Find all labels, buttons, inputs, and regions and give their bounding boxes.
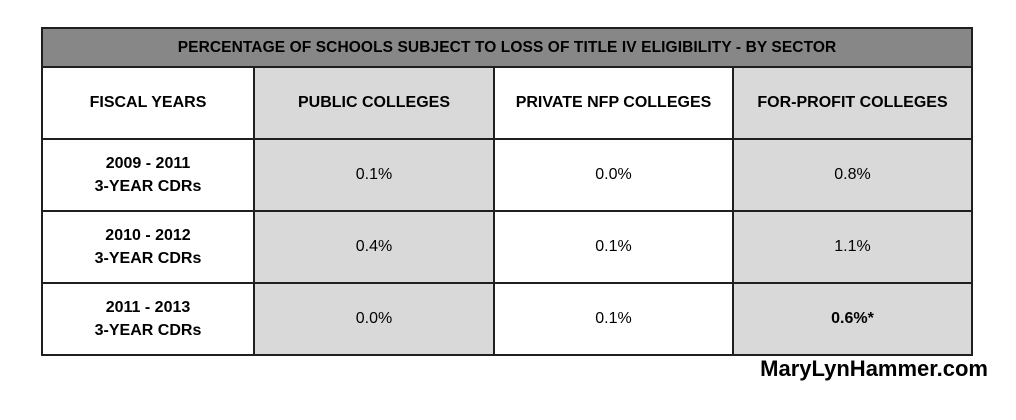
year-note: 3-YEAR CDRs — [94, 322, 202, 339]
for-profit-value-highlighted: 0.6%* — [731, 282, 974, 356]
year-range: 2009 - 2011 — [105, 155, 191, 172]
title-iv-eligibility-table: PERCENTAGE OF SCHOOLS SUBJECT TO LOSS OF… — [40, 27, 974, 356]
table-row: 2011 - 2013 3-YEAR CDRs 0.0% 0.1% 0.6%* — [41, 282, 974, 356]
year-range: 2011 - 2013 — [105, 299, 191, 316]
year-note: 3-YEAR CDRs — [94, 250, 202, 267]
public-value: 0.4% — [253, 210, 495, 284]
table-title: PERCENTAGE OF SCHOOLS SUBJECT TO LOSS OF… — [40, 27, 974, 68]
table-title-row: PERCENTAGE OF SCHOOLS SUBJECT TO LOSS OF… — [40, 27, 974, 68]
header-private-nfp-colleges: PRIVATE NFP COLLEGES — [493, 66, 734, 140]
private-nfp-value: 0.1% — [493, 282, 734, 356]
fiscal-year-cell: 2009 - 2011 3-YEAR CDRs — [41, 138, 255, 212]
header-public-colleges: PUBLIC COLLEGES — [253, 66, 495, 140]
header-fiscal-years: FISCAL YEARS — [41, 66, 255, 140]
table-row: 2009 - 2011 3-YEAR CDRs 0.1% 0.0% 0.8% — [41, 138, 974, 212]
year-range: 2010 - 2012 — [105, 227, 191, 244]
site-credit: MaryLynHammer.com — [760, 356, 988, 381]
for-profit-value: 0.8% — [731, 138, 974, 212]
fiscal-year-cell: 2010 - 2012 3-YEAR CDRs — [41, 210, 255, 284]
fiscal-year-cell: 2011 - 2013 3-YEAR CDRs — [41, 282, 255, 356]
table-header-row: FISCAL YEARS PUBLIC COLLEGES PRIVATE NFP… — [41, 66, 974, 140]
private-nfp-value: 0.0% — [493, 138, 734, 212]
private-nfp-value: 0.1% — [493, 210, 734, 284]
public-value: 0.1% — [253, 138, 495, 212]
year-note: 3-YEAR CDRs — [94, 178, 202, 195]
table-row: 2010 - 2012 3-YEAR CDRs 0.4% 0.1% 1.1% — [41, 210, 974, 284]
public-value: 0.0% — [253, 282, 495, 356]
for-profit-value: 1.1% — [731, 210, 974, 284]
header-for-profit-colleges: FOR-PROFIT COLLEGES — [731, 66, 974, 140]
